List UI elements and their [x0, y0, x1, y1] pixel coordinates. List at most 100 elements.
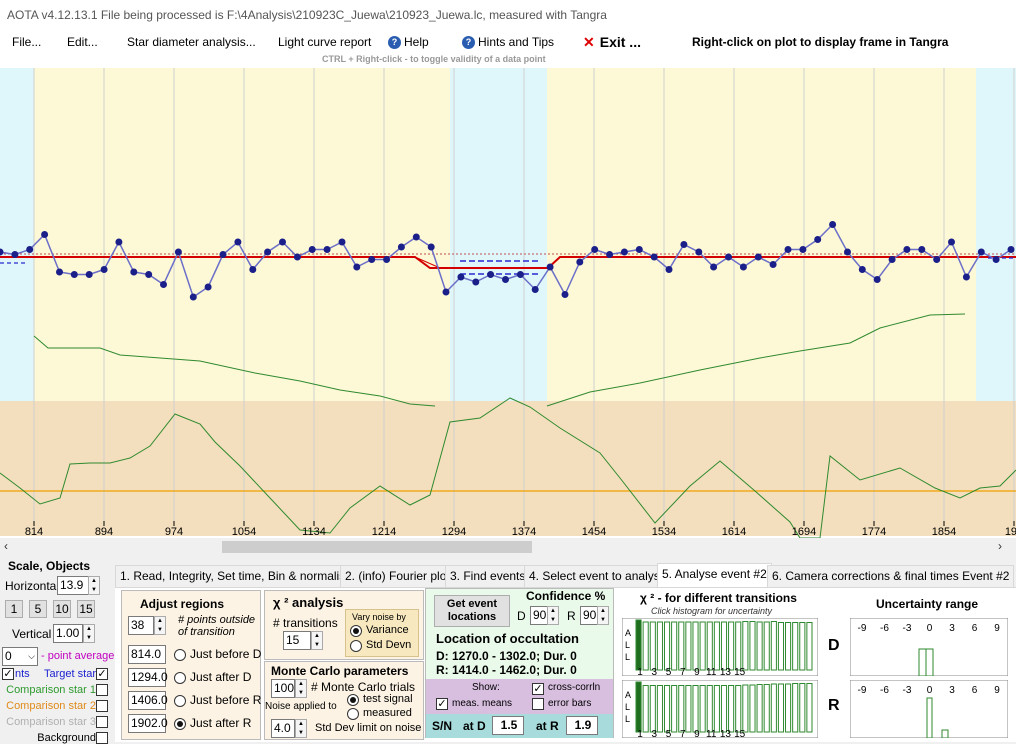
data-point[interactable]: [502, 276, 509, 283]
menu-star-diameter[interactable]: Star diameter analysis...: [127, 35, 256, 49]
histogram-bar[interactable]: [785, 683, 792, 733]
data-point[interactable]: [234, 238, 242, 246]
std-devn-radio[interactable]: [350, 640, 362, 652]
data-point[interactable]: [412, 233, 420, 241]
data-point[interactable]: [353, 263, 361, 271]
data-point[interactable]: [26, 246, 34, 253]
scale-button-1[interactable]: 1: [5, 600, 23, 618]
confidence-r-spinner[interactable]: ▲ ▼: [597, 606, 609, 625]
data-point[interactable]: [11, 251, 19, 258]
histogram-bar[interactable]: [749, 684, 756, 733]
data-point[interactable]: [442, 288, 450, 296]
data-point[interactable]: [918, 246, 926, 253]
data-point[interactable]: [769, 261, 777, 268]
tab-1[interactable]: 1. Read, Integrity, Set time, Bin & norm…: [115, 565, 357, 587]
histogram-bar[interactable]: [685, 685, 692, 733]
region-radio[interactable]: [174, 672, 186, 684]
histogram-bar[interactable]: [720, 685, 728, 733]
menu-light-curve-report[interactable]: Light curve report: [278, 35, 372, 49]
histogram-bar[interactable]: [692, 685, 699, 733]
data-point[interactable]: [383, 256, 391, 263]
data-point[interactable]: [933, 256, 941, 263]
chi2-histogram-r[interactable]: A L L1 3 5 7 9 11 13 15: [622, 680, 818, 738]
histogram-bar[interactable]: [713, 685, 720, 733]
histogram-bar[interactable]: [713, 621, 720, 671]
cross-corrln-checkbox[interactable]: ✓: [532, 683, 544, 695]
histogram-bar[interactable]: [777, 683, 785, 733]
histogram-bar[interactable]: [806, 683, 813, 733]
data-point[interactable]: [665, 266, 673, 273]
data-point[interactable]: [160, 281, 167, 288]
data-point[interactable]: [457, 273, 465, 281]
scroll-right-icon[interactable]: ›: [998, 539, 1002, 553]
transitions-input[interactable]: 15: [283, 631, 311, 650]
data-point[interactable]: [888, 256, 896, 263]
histogram-bar[interactable]: [678, 621, 685, 671]
histogram-bar[interactable]: [656, 621, 663, 671]
data-point[interactable]: [0, 248, 4, 256]
menu-help[interactable]: ? Help: [388, 35, 429, 50]
histogram-bar[interactable]: [720, 621, 728, 671]
data-point[interactable]: [279, 238, 286, 246]
data-point[interactable]: [516, 271, 524, 278]
vertical-scale-spinner[interactable]: ▲ ▼: [83, 624, 95, 643]
histogram-bar[interactable]: [706, 685, 713, 733]
data-point[interactable]: [472, 278, 480, 286]
histogram-bar[interactable]: [763, 621, 770, 671]
tab-2[interactable]: 2. (info) Fourier plot: [340, 565, 455, 587]
histogram-bar[interactable]: [635, 681, 642, 733]
test-signal-radio[interactable]: [347, 694, 359, 706]
region-value-input[interactable]: 1902.0: [128, 714, 168, 733]
histogram-bar[interactable]: [770, 621, 777, 671]
histogram-bar[interactable]: [735, 621, 742, 671]
data-point[interactable]: [100, 266, 108, 273]
histogram-bar[interactable]: [728, 685, 735, 733]
histogram-bar[interactable]: [649, 621, 656, 671]
histogram-bar[interactable]: [728, 621, 735, 671]
histogram-bar[interactable]: [777, 622, 785, 671]
data-point[interactable]: [174, 248, 182, 256]
histogram-bar[interactable]: [671, 621, 678, 671]
data-point[interactable]: [844, 248, 851, 256]
data-point[interactable]: [620, 248, 628, 256]
data-point[interactable]: [829, 221, 837, 228]
scale-button-5[interactable]: 5: [29, 600, 47, 618]
data-point[interactable]: [56, 268, 63, 276]
histogram-bar[interactable]: [656, 685, 663, 733]
histogram-bar[interactable]: [649, 685, 656, 733]
variance-radio[interactable]: [350, 625, 362, 637]
menu-file[interactable]: File...: [12, 35, 42, 49]
data-point[interactable]: [41, 231, 49, 238]
data-point[interactable]: [546, 263, 554, 271]
data-point[interactable]: [338, 238, 346, 246]
menu-exit[interactable]: ✕ Exit ...: [583, 34, 641, 51]
chi2-histogram-d[interactable]: A L L1 3 5 7 9 11 13 15: [622, 618, 818, 676]
object-checkbox[interactable]: [96, 700, 108, 712]
transitions-spinner[interactable]: ▲ ▼: [311, 631, 323, 650]
histogram-bar[interactable]: [678, 685, 685, 733]
data-point[interactable]: [204, 283, 212, 291]
plot-horizontal-scrollbar[interactable]: ‹ ›: [0, 539, 1016, 555]
data-point[interactable]: [308, 246, 316, 253]
region-radio[interactable]: [174, 718, 186, 730]
data-point[interactable]: [814, 236, 822, 243]
data-point[interactable]: [992, 256, 1000, 263]
vertical-scale-input[interactable]: 1.00: [53, 624, 83, 643]
region-value-input[interactable]: 814.0: [128, 645, 166, 664]
data-point[interactable]: [249, 266, 257, 273]
data-point[interactable]: [606, 251, 614, 258]
data-point[interactable]: [962, 273, 970, 281]
region-value-input[interactable]: 1294.0: [128, 668, 168, 687]
monte-carlo-trials-spinner[interactable]: ▲ ▼: [295, 679, 307, 698]
data-point[interactable]: [130, 268, 138, 276]
error-bars-checkbox[interactable]: [532, 698, 544, 710]
data-point[interactable]: [650, 253, 658, 261]
tab-5[interactable]: 5. Analyse event #2: [657, 563, 772, 587]
points-outside-spinner[interactable]: ▲ ▼: [154, 616, 166, 635]
horizontal-scale-spinner[interactable]: ▲ ▼: [88, 576, 100, 595]
histogram-bar[interactable]: [735, 685, 742, 733]
histogram-bar[interactable]: [699, 685, 706, 733]
tab-4[interactable]: 4. Select event to analyse: [524, 565, 672, 587]
data-point[interactable]: [85, 271, 93, 278]
data-point[interactable]: [858, 266, 866, 273]
